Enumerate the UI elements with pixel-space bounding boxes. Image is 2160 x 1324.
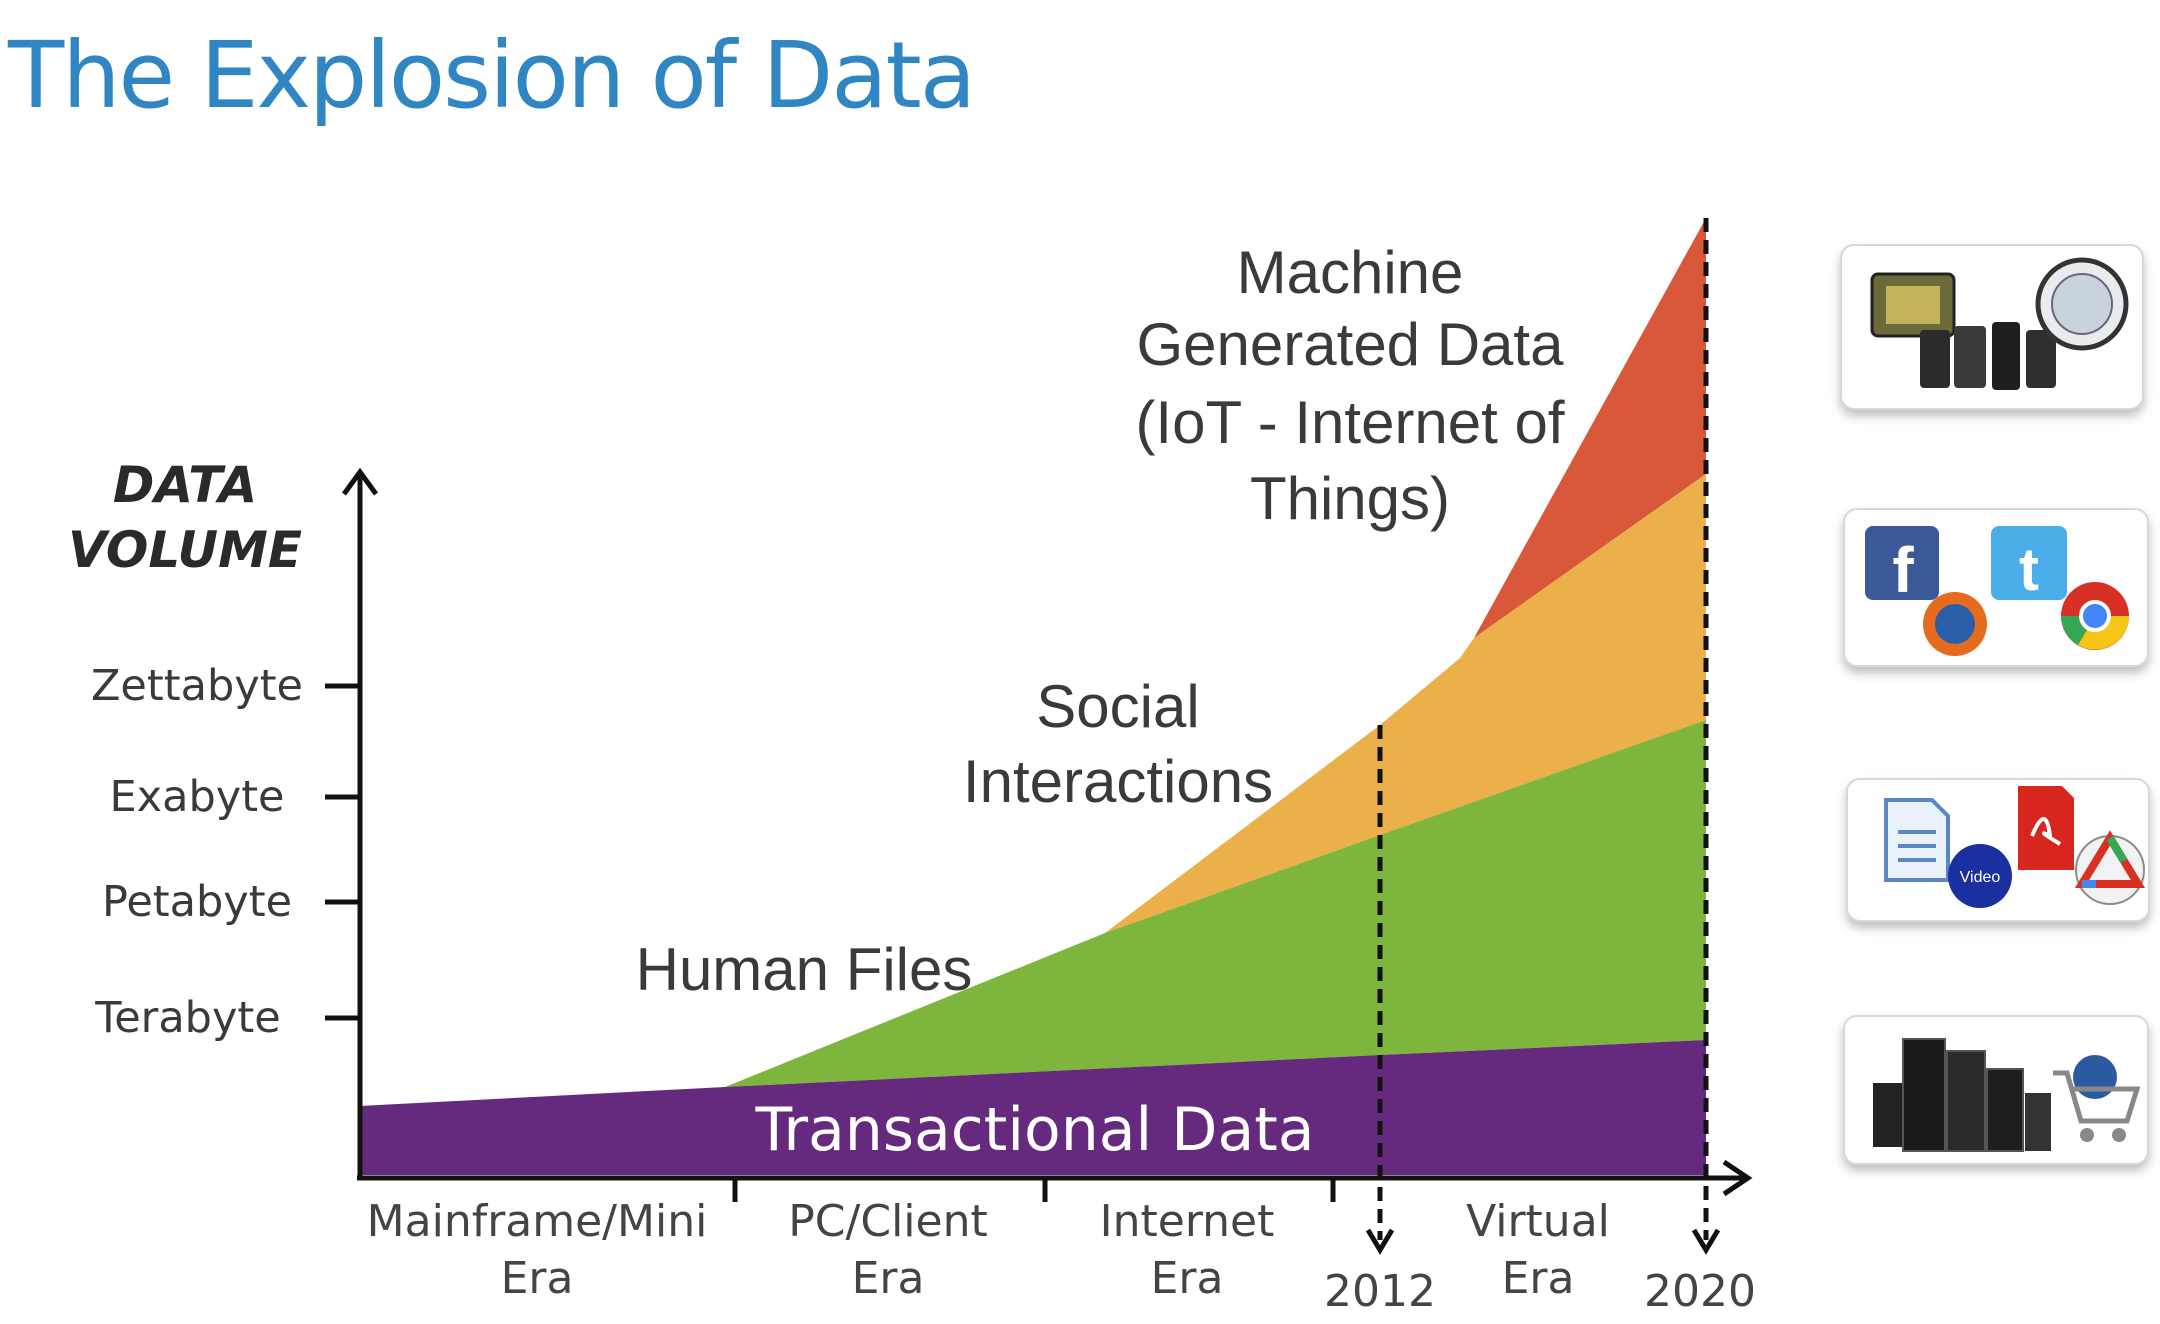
annotation-machine-line-2: Generated Data [1137,311,1565,378]
svg-text:t: t [2019,536,2039,603]
x-label-mainframe-line-2: Era [501,1253,574,1304]
x-label-pc-client-line-2: Era [852,1253,925,1304]
social-web-card: f t [1843,508,2149,667]
x-label-virtual-line-1: Virtual [1466,1196,1610,1247]
series-area-transactional-data [360,1040,1706,1175]
documents-media-card: Video [1846,778,2150,922]
y-tick-label-petabyte: Petabyte [102,877,292,927]
social-web-icon: f t [1865,526,2129,656]
x-label-mainframe-line-1: Mainframe/Mini [367,1196,708,1247]
devices-and-sensors-icon [1870,257,2129,390]
documents-media-icon: Video [1884,786,2146,908]
annotation-social-line-1: Social [1036,673,1199,740]
annotation-transactional-data: Transactional Data [754,1095,1314,1165]
series-area-social-interactions [1105,474,1706,933]
svg-text:Video: Video [1960,869,2001,886]
page-title: The Explosion of Data [8,22,976,129]
y-tick-label-exabyte: Exabyte [109,772,284,822]
marker-arrow-2020 [1691,1228,1721,1255]
annotation-machine-line-4: Things) [1250,465,1450,532]
devices-sensors-card [1840,244,2144,410]
x-label-virtual-line-2: Era [1502,1253,1575,1304]
annotation-human-files: Human Files [636,936,973,1003]
x-marker-label-2020: 2020 [1644,1266,1756,1317]
annotation-machine-line-1: Machine [1237,239,1464,306]
x-axis-arrowhead [1722,1159,1753,1197]
marker-arrow-2012 [1365,1228,1395,1255]
y-axis-title-line-2: VOLUME [68,521,302,579]
x-marker-label-2012: 2012 [1324,1266,1436,1317]
annotation-machine-line-3: (IoT - Internet of [1135,389,1564,456]
x-label-internet-line-2: Era [1151,1253,1224,1304]
y-tick-label-terabyte: Terabyte [94,993,281,1043]
series-area-human-files [725,720,1706,1087]
y-tick-label-zettabyte: Zettabyte [91,661,303,711]
svg-text:f: f [1892,534,1914,606]
servers-commerce-icon [1873,1038,2141,1152]
y-axis-arrowhead [341,467,379,496]
series-area-machine-generated-data [1474,218,1706,638]
annotation-social-line-2: Interactions [963,748,1273,815]
x-label-pc-client-line-1: PC/Client [788,1196,987,1247]
y-axis-title-line-1: DATA [113,456,257,514]
x-label-internet-line-1: Internet [1100,1196,1275,1247]
servers-commerce-card [1843,1015,2149,1165]
